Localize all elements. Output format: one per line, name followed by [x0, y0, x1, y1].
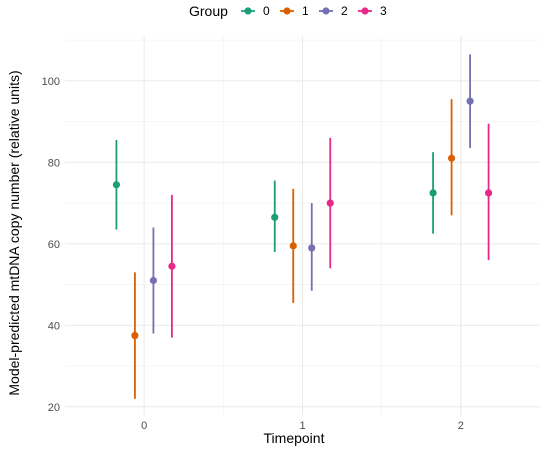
y-axis-title: Model-predicted mtDNA copy number (relat… — [6, 70, 22, 395]
y-tick-label: 40 — [48, 320, 60, 332]
x-axis-title: Timepoint — [264, 430, 325, 446]
series-0 — [112, 139, 437, 252]
data-point — [271, 213, 279, 221]
data-series — [112, 54, 493, 399]
series-1 — [131, 99, 456, 399]
y-tick-label: 80 — [48, 157, 60, 169]
legend-item-3: 3 — [358, 4, 387, 18]
x-tick-label: 1 — [299, 420, 305, 432]
series-2 — [149, 54, 474, 334]
data-point — [484, 189, 493, 197]
legend-key-point — [244, 7, 252, 15]
data-point — [326, 199, 334, 207]
legend-label: 0 — [263, 4, 270, 18]
legend-title: Group — [189, 3, 228, 19]
legend-item-1: 1 — [280, 4, 309, 18]
legend-label: 1 — [302, 4, 309, 18]
data-point — [308, 244, 316, 252]
x-tick-label: 2 — [458, 420, 464, 432]
legend-item-0: 0 — [241, 4, 270, 18]
data-point — [289, 242, 297, 250]
data-point — [131, 331, 139, 340]
data-point — [112, 181, 121, 189]
data-point — [149, 276, 158, 285]
series-3 — [168, 123, 493, 338]
x-tick-labels: 0 1 2 — [141, 420, 464, 432]
legend-key-point — [322, 7, 330, 15]
legend-label: 3 — [380, 4, 387, 18]
legend-key-point — [361, 7, 369, 15]
data-point — [168, 262, 176, 270]
legend-key-point — [283, 7, 291, 15]
legend-items: 0 1 2 3 — [241, 4, 387, 18]
legend-item-2: 2 — [319, 4, 348, 18]
legend-label: 2 — [341, 4, 348, 18]
data-point — [466, 97, 474, 105]
y-tick-label: 60 — [48, 239, 60, 251]
legend: Group 0 1 2 3 — [189, 3, 387, 19]
x-tick-label: 0 — [141, 420, 147, 432]
grid-lines — [65, 36, 540, 415]
y-tick-label: 20 — [48, 402, 60, 414]
data-point — [447, 154, 456, 162]
data-point — [429, 189, 437, 197]
y-tick-labels: 20 40 60 80 100 — [42, 76, 60, 414]
y-tick-label: 100 — [42, 76, 60, 88]
